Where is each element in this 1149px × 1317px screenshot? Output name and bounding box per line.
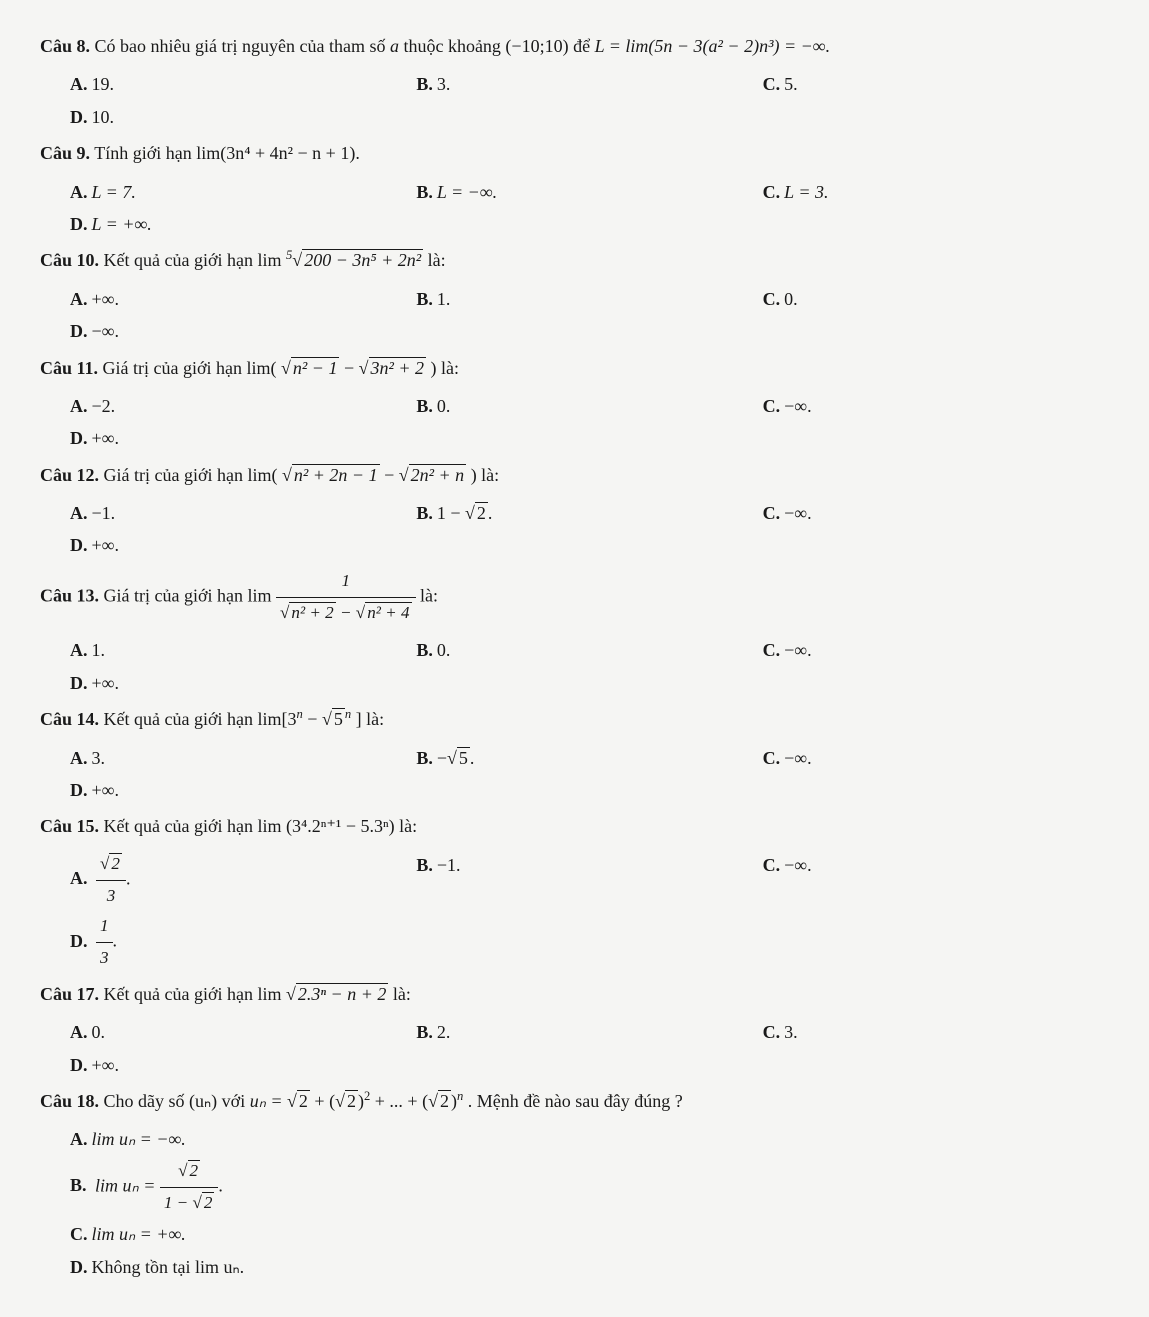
q12-opt-c: C.−∞. [763,497,1109,529]
question-15: Câu 15. Kết quả của giới hạn lim (3⁴.2ⁿ⁺… [40,810,1109,842]
q13-fraction: 1 √n² + 2 − √n² + 4 [276,566,416,629]
q15-opt-a: A. √2 3 . [70,849,416,912]
q11-rad1: n² − 1 [291,357,340,378]
q18-text-before: Cho dãy số (uₙ) với [104,1091,250,1111]
q17-text-before: Kết quả của giới hạn lim [104,984,286,1004]
q10-opt-a: A.+∞. [70,283,416,315]
q9-text: Tính giới hạn lim(3n⁴ + 4n² − n + 1). [94,143,360,163]
q17-options: A.0. B.2. C.3. D.+∞. [70,1016,1109,1081]
q10-text-before: Kết quả của giới hạn lim [104,250,286,270]
q11-opt-d: D.+∞. [70,422,1109,454]
q17-text-after: là: [393,984,411,1004]
q18-opt-b: B. lim uₙ = √2 1 − √2 . [70,1156,1109,1219]
q12-options: A.−1. B.1 − √2. C.−∞. D.+∞. [70,497,1109,562]
q13-label: Câu 13. [40,585,99,605]
q10-opt-c: C.0. [763,283,1109,315]
q15-opt-c: C.−∞. [763,849,1109,912]
q12-text-before: Giá trị của giới hạn lim( [104,465,278,485]
question-8: Câu 8. Có bao nhiêu giá trị nguyên của t… [40,30,1109,62]
q14-opt-a: A.3. [70,742,416,774]
q9-label: Câu 9. [40,143,90,163]
q10-opt-b: B.1. [416,283,762,315]
q14-text-before: Kết quả của giới hạn lim[3 [104,709,297,729]
q15-options: A. √2 3 . B.−1. C.−∞. D. 1 3 . [70,849,1109,974]
question-17: Câu 17. Kết quả của giới hạn lim √2.3ⁿ −… [40,978,1109,1010]
q13-opt-d: D.+∞. [70,667,1109,699]
q10-opt-d: D.−∞. [70,315,1109,347]
q11-text-after: ) là: [431,358,460,378]
question-10: Câu 10. Kết quả của giới hạn lim 5√200 −… [40,244,1109,276]
question-13: Câu 13. Giá trị của giới hạn lim 1 √n² +… [40,566,1109,629]
q14-opt-c: C.−∞. [763,742,1109,774]
question-14: Câu 14. Kết quả của giới hạn lim[3n − √5… [40,703,1109,735]
q8-text-mid: thuộc khoảng (−10;10) để [403,36,594,56]
question-11: Câu 11. Giá trị của giới hạn lim( √n² − … [40,352,1109,384]
q11-opt-c: C.−∞. [763,390,1109,422]
q15-opt-b: B.−1. [416,849,762,912]
q10-label: Câu 10. [40,250,99,270]
q18-opt-c: C.lim uₙ = +∞. [70,1218,1109,1250]
q13-opt-a: A.1. [70,634,416,666]
q17-opt-a: A.0. [70,1016,416,1048]
q18-options: A.lim uₙ = −∞. B. lim uₙ = √2 1 − √2 . C… [70,1123,1109,1283]
q11-label: Câu 11. [40,358,98,378]
question-12: Câu 12. Giá trị của giới hạn lim( √n² + … [40,459,1109,491]
q9-opt-d: D.L = +∞. [70,208,1109,240]
q8-opt-d: D.10. [70,101,1109,133]
q8-label: Câu 8. [40,36,90,56]
q17-radicand: 2.3ⁿ − n + 2 [296,983,388,1004]
q8-param: a [390,36,399,56]
q11-opt-a: A.−2. [70,390,416,422]
question-18: Câu 18. Cho dãy số (uₙ) với uₙ = √2 + (√… [40,1085,1109,1117]
q11-rad2: 3n² + 2 [369,357,427,378]
q17-opt-b: B.2. [416,1016,762,1048]
q12-rad1: n² + 2n − 1 [292,464,380,485]
q15-opt-d: D. 1 3 . [70,911,1109,974]
q18-text-after: . Mệnh đề nào sau đây đúng ? [468,1091,683,1111]
q14-options: A.3. B.−√5. C.−∞. D.+∞. [70,742,1109,807]
q12-opt-b: B.1 − √2. [416,497,762,529]
q15-text: Kết quả của giới hạn lim (3⁴.2ⁿ⁺¹ − 5.3ⁿ… [104,816,418,836]
q10-text-after: là: [428,250,446,270]
q12-opt-a: A.−1. [70,497,416,529]
q18-label: Câu 18. [40,1091,99,1111]
q13-text-before: Giá trị của giới hạn lim [104,585,276,605]
q13-opt-b: B.0. [416,634,762,666]
q12-text-after: ) là: [471,465,500,485]
q8-expr: L = lim(5n − 3(a² − 2)n³) = −∞. [595,36,831,56]
q8-text-before: Có bao nhiêu giá trị nguyên của tham số [95,36,390,56]
q18-opt-a: A.lim uₙ = −∞. [70,1123,1109,1155]
q11-options: A.−2. B.0. C.−∞. D.+∞. [70,390,1109,455]
q12-rad2: 2n² + n [409,464,467,485]
q14-opt-b: B.−√5. [416,742,762,774]
q11-opt-b: B.0. [416,390,762,422]
q9-options: A.L = 7. B.L = −∞. C.L = 3. D.L = +∞. [70,176,1109,241]
q17-label: Câu 17. [40,984,99,1004]
q10-radicand: 200 − 3n⁵ + 2n² [302,249,423,270]
q10-options: A.+∞. B.1. C.0. D.−∞. [70,283,1109,348]
q9-opt-c: C.L = 3. [763,176,1109,208]
q14-text-after: ] là: [356,709,385,729]
q13-options: A.1. B.0. C.−∞. D.+∞. [70,634,1109,699]
q12-label: Câu 12. [40,465,99,485]
q17-opt-d: D.+∞. [70,1049,1109,1081]
q12-opt-d: D.+∞. [70,529,1109,561]
q18-opt-d: D.Không tồn tại lim uₙ. [70,1251,1109,1283]
q8-opt-b: B.3. [416,68,762,100]
q14-opt-d: D.+∞. [70,774,1109,806]
q8-opt-c: C.5. [763,68,1109,100]
q11-text-before: Giá trị của giới hạn lim( [103,358,277,378]
q9-opt-b: B.L = −∞. [416,176,762,208]
question-9: Câu 9. Tính giới hạn lim(3n⁴ + 4n² − n +… [40,137,1109,169]
q13-opt-c: C.−∞. [763,634,1109,666]
q8-options: A.19. B.3. C.5. D.10. [70,68,1109,133]
q9-opt-a: A.L = 7. [70,176,416,208]
q15-label: Câu 15. [40,816,99,836]
q13-text-after: là: [420,585,438,605]
q8-opt-a: A.19. [70,68,416,100]
q14-label: Câu 14. [40,709,99,729]
q17-opt-c: C.3. [763,1016,1109,1048]
